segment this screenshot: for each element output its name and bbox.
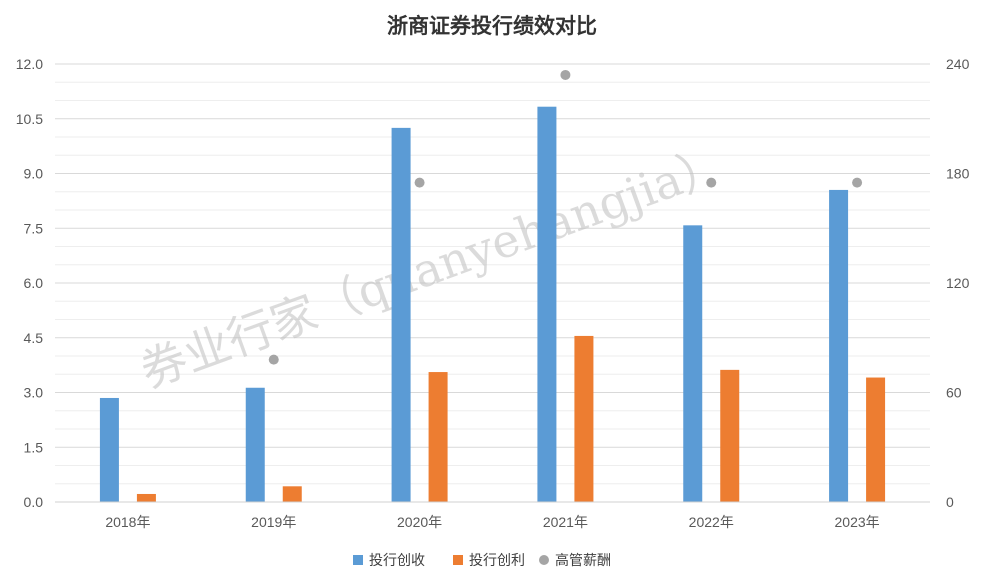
- point-高管薪酬: [852, 177, 863, 188]
- y-left-tick-label: 4.5: [24, 330, 44, 346]
- legend-label: 投行创利: [469, 553, 525, 569]
- bar-投行创收: [829, 189, 849, 503]
- y-left-tick-label: 10.5: [16, 111, 43, 127]
- point-高管薪酬: [268, 354, 279, 365]
- watermark-text: 券业行家（quanyehangjia）: [133, 136, 732, 398]
- bar-投行创利: [428, 372, 448, 502]
- legend-marker: [539, 555, 549, 565]
- legend-marker: [453, 555, 463, 565]
- bar-投行创利: [720, 369, 740, 502]
- y-axis-left: 0.0 1.5 3.0 4.5 6.0 7.5 9.0 10.5 12.0: [16, 56, 43, 510]
- bars: [99, 106, 886, 503]
- gridlines: [55, 63, 930, 503]
- bar-投行创利: [866, 377, 886, 502]
- legend: 投行创收 投行创利 高管薪酬: [353, 552, 611, 569]
- x-tick-label: 2022年: [689, 514, 734, 530]
- x-tick-label: 2021年: [543, 514, 588, 530]
- x-tick-label: 2023年: [835, 514, 880, 530]
- y-left-tick-label: 12.0: [16, 56, 43, 72]
- y-left-tick-label: 6.0: [24, 275, 44, 291]
- y-axis-right: 0 60 120 180 240: [946, 56, 970, 510]
- chart-title: 浙商证券投行绩效对比: [387, 13, 597, 38]
- x-tick-label: 2018年: [105, 514, 150, 530]
- bar-投行创收: [683, 225, 703, 502]
- y-right-tick-label: 240: [946, 56, 970, 72]
- bar-投行创利: [282, 486, 302, 502]
- point-高管薪酬: [414, 177, 425, 188]
- legend-marker: [353, 555, 363, 565]
- watermark: 券业行家（quanyehangjia）: [133, 136, 732, 398]
- x-tick-label: 2020年: [397, 514, 442, 530]
- y-right-tick-label: 60: [946, 385, 962, 401]
- y-left-tick-label: 7.5: [24, 220, 44, 236]
- legend-label: 高管薪酬: [555, 552, 611, 569]
- scatter-points: [268, 69, 863, 365]
- y-left-tick-label: 3.0: [24, 385, 44, 401]
- bar-投行创利: [136, 493, 156, 502]
- bar-投行创收: [99, 397, 119, 502]
- bar-投行创利: [574, 335, 594, 502]
- x-axis: 2018年 2019年 2020年 2021年 2022年 2023年: [55, 501, 930, 530]
- y-right-tick-label: 120: [946, 275, 970, 291]
- x-tick-label: 2019年: [251, 514, 296, 530]
- bar-投行创收: [391, 127, 411, 502]
- point-高管薪酬: [706, 177, 717, 188]
- y-left-tick-label: 1.5: [24, 439, 44, 455]
- legend-label: 投行创收: [369, 553, 425, 569]
- y-right-tick-label: 0: [946, 494, 954, 510]
- bar-投行创收: [245, 387, 265, 502]
- y-left-tick-label: 0.0: [24, 494, 44, 510]
- bar-投行创收: [537, 106, 557, 502]
- y-right-tick-label: 180: [946, 166, 970, 182]
- point-高管薪酬: [560, 69, 571, 80]
- y-left-tick-label: 9.0: [24, 166, 44, 182]
